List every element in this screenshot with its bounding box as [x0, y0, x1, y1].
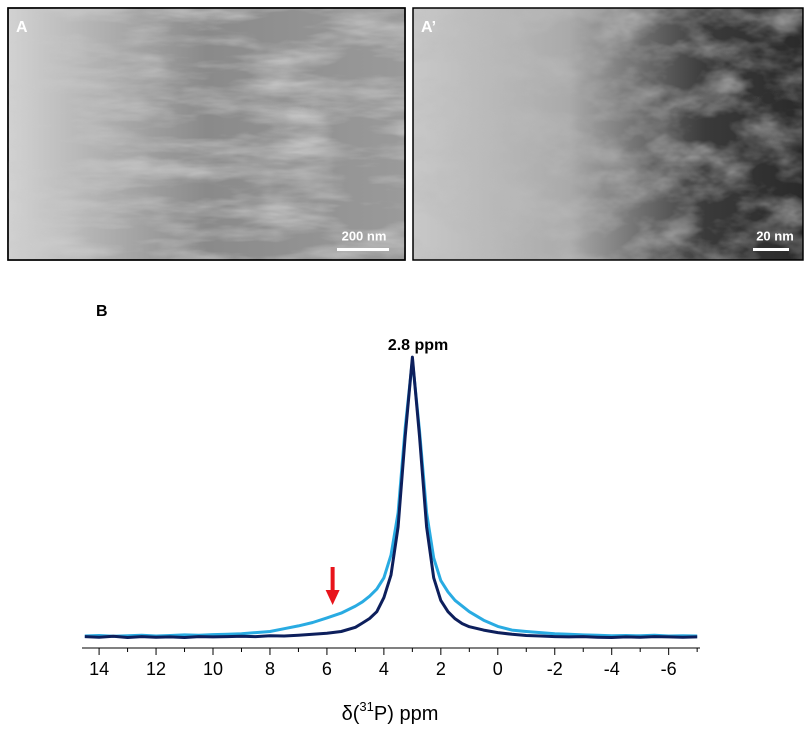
x-tick-label: 8	[265, 659, 275, 679]
figure: A 200 nm A’ 20 nm B δ(31P) ppm 14 12 10 8 6 4…	[0, 0, 807, 731]
x-tick-label: 14	[89, 659, 109, 679]
x-tick-label: 4	[379, 659, 389, 679]
x-tick-label: 10	[203, 659, 223, 679]
scale-bar	[337, 248, 389, 251]
panel-label: B	[96, 303, 108, 320]
page: A 200 nm A’ 20 nm B δ(31P) ppm 14 12 10 8 6 4…	[0, 0, 807, 736]
scale-bar	[753, 248, 789, 251]
x-label-part: δ(	[342, 703, 360, 725]
tem-image-a: A 200 nm	[8, 8, 405, 260]
x-tick-label: 6	[322, 659, 332, 679]
x-tick-label: -4	[604, 659, 620, 679]
peak-annotation: 2.8 ppm	[388, 337, 448, 354]
image-label: A	[16, 19, 28, 36]
spectrum-line	[85, 360, 697, 636]
x-tick-label: 12	[146, 659, 166, 679]
x-label-part: P) ppm	[374, 703, 438, 725]
arrow-head	[326, 590, 340, 605]
scale-bar-label: 20 nm	[756, 228, 794, 243]
x-tick-label: 0	[493, 659, 503, 679]
x-tick-label: -6	[661, 659, 677, 679]
x-tick-label: -2	[547, 659, 563, 679]
x-tick-label: 2	[436, 659, 446, 679]
image-label: A’	[421, 19, 436, 36]
spectrum-line	[85, 357, 697, 637]
x-axis-label: δ(31P) ppm	[342, 699, 439, 725]
x-label-sup: 31	[359, 699, 373, 714]
tem-image-a-prime: A’ 20 nm	[413, 8, 803, 260]
scale-bar-label: 200 nm	[342, 228, 387, 243]
